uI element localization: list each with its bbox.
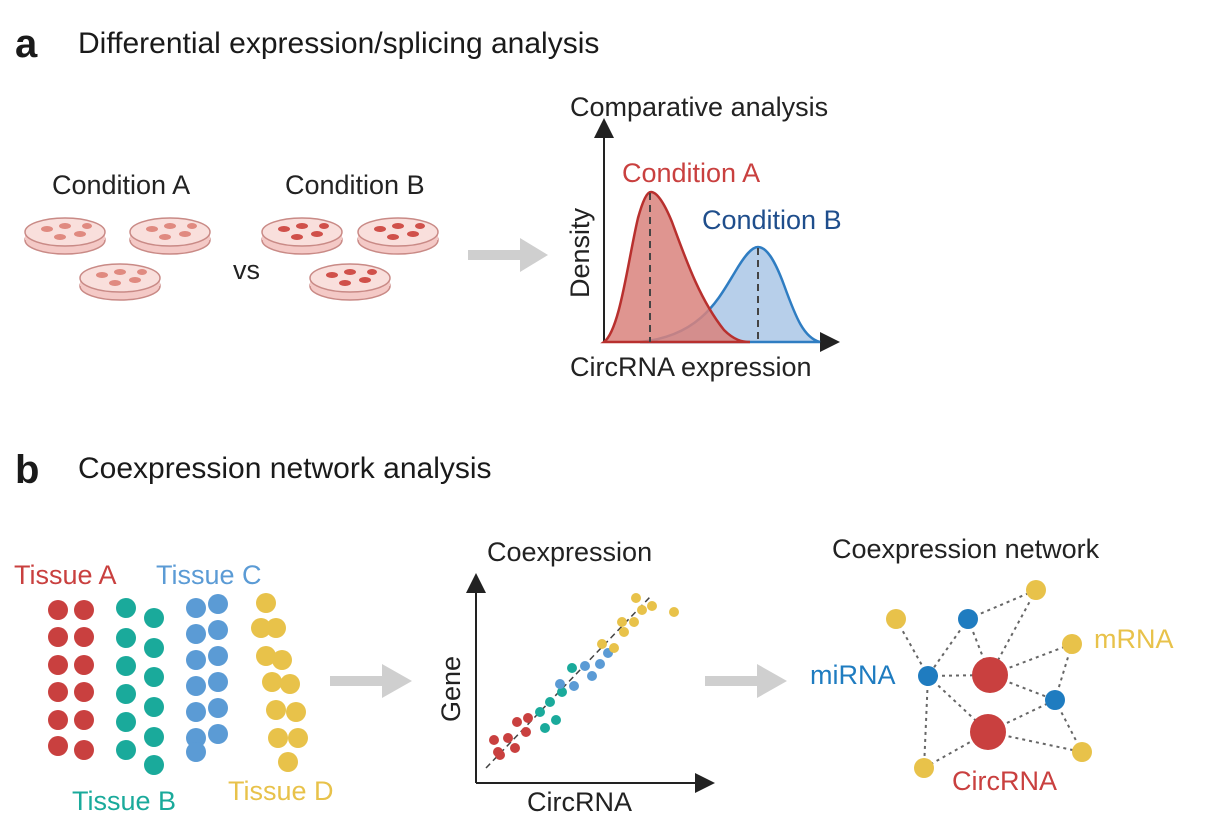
tissue-d-label: Tissue D bbox=[228, 776, 334, 806]
tissue-b-label: Tissue B bbox=[72, 786, 177, 816]
panel-a-title: Differential expression/splicing analysi… bbox=[78, 27, 600, 60]
density-plot bbox=[594, 118, 840, 352]
comparative-analysis-title: Comparative analysis bbox=[570, 92, 829, 122]
mrna-node bbox=[1062, 634, 1082, 654]
mrna-node bbox=[914, 758, 934, 778]
mrna-node bbox=[886, 609, 906, 629]
petri-dish bbox=[357, 217, 439, 255]
petri-dish bbox=[261, 217, 343, 255]
series-a-label: Condition A bbox=[622, 158, 761, 188]
panel-a-letter: a bbox=[15, 22, 38, 66]
density-x-label: CircRNA expression bbox=[570, 352, 812, 382]
tissue-a-label: Tissue A bbox=[14, 560, 117, 590]
petri-dishes-condition-a bbox=[24, 217, 211, 301]
petri-dish bbox=[24, 217, 106, 255]
condition-a-label: Condition A bbox=[52, 170, 191, 200]
petri-dishes-condition-b bbox=[261, 217, 439, 301]
arrow-b2 bbox=[705, 664, 787, 698]
arrow-a bbox=[468, 238, 548, 272]
tissue-c-dots bbox=[186, 594, 228, 762]
circrna-label: CircRNA bbox=[952, 766, 1057, 796]
mirna-node bbox=[1045, 690, 1065, 710]
scatter-red bbox=[489, 713, 533, 760]
petri-dish bbox=[79, 263, 161, 301]
arrow-b1 bbox=[330, 664, 412, 698]
condition-b-label: Condition B bbox=[285, 170, 425, 200]
coexpression-scatter bbox=[466, 573, 715, 793]
mrna-label: mRNA bbox=[1094, 624, 1174, 654]
mirna-node bbox=[958, 609, 978, 629]
petri-dish bbox=[309, 263, 391, 301]
network-title: Coexpression network bbox=[832, 534, 1100, 564]
circrna-node bbox=[972, 657, 1008, 693]
coexpression-network bbox=[886, 580, 1092, 778]
mrna-node bbox=[1072, 742, 1092, 762]
tissue-a-dots bbox=[48, 600, 94, 760]
panel-b-letter: b bbox=[15, 448, 40, 492]
mirna-label: miRNA bbox=[810, 660, 896, 690]
mirna-node bbox=[918, 666, 938, 686]
mrna-node bbox=[1026, 580, 1046, 600]
series-b-label: Condition B bbox=[702, 205, 842, 235]
scatter-yellow bbox=[597, 593, 679, 653]
coexpression-title: Coexpression bbox=[487, 537, 653, 567]
tissue-b-dots bbox=[116, 598, 164, 775]
vs-label: vs bbox=[233, 255, 260, 285]
scatter-x-label: CircRNA bbox=[527, 787, 632, 817]
scatter-blue bbox=[555, 648, 613, 691]
petri-dish bbox=[129, 217, 211, 255]
tissue-d-dots bbox=[251, 593, 308, 772]
density-curve-a bbox=[600, 190, 751, 344]
tissue-c-label: Tissue C bbox=[156, 560, 262, 590]
circrna-node bbox=[970, 714, 1006, 750]
scatter-teal bbox=[535, 663, 577, 733]
panel-b-title: Coexpression network analysis bbox=[78, 452, 492, 485]
